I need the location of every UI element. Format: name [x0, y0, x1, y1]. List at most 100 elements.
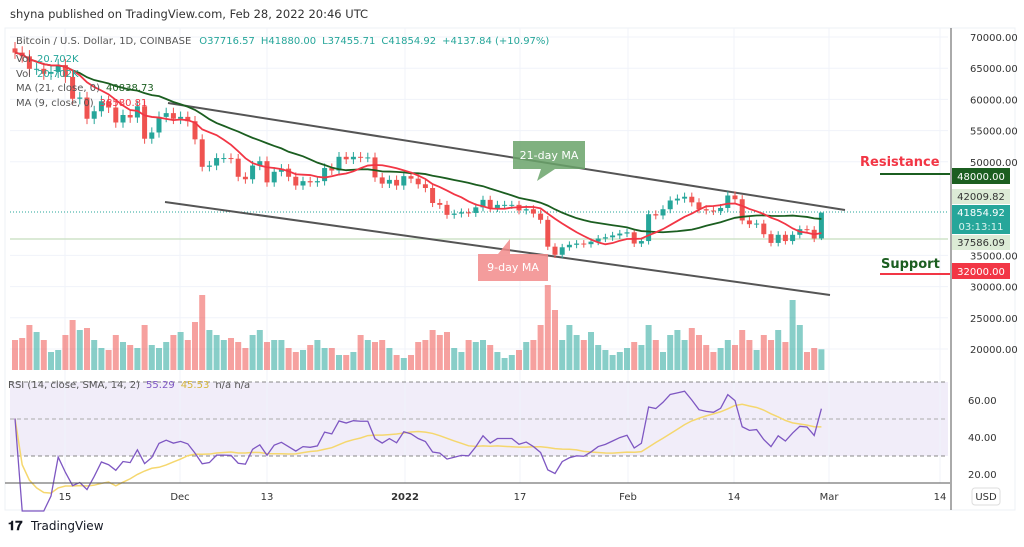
legend-rsi-sma-value: 45.53: [181, 380, 210, 391]
tradingview-logo[interactable]: 𝟏𝟕 TradingView: [8, 519, 104, 534]
candle-body: [394, 179, 400, 186]
candle-body: [523, 209, 529, 211]
volume-bar: [33, 332, 40, 370]
legend-vol2-label: Vol: [16, 69, 31, 80]
volume-bar: [804, 352, 810, 370]
price-axis[interactable]: 20000.00 25000.00 30000.00 35000.00 50000.00…: [952, 33, 1018, 506]
legend-rsi-na: n/a n/a: [215, 380, 250, 391]
ma9-callout[interactable]: 9-day MA: [478, 239, 548, 281]
volume-bar: [314, 340, 321, 370]
candle-body: [365, 157, 371, 159]
candle-body: [358, 156, 364, 158]
time-tick: 14: [728, 492, 741, 503]
candle-body: [602, 237, 608, 239]
volume-bar: [336, 355, 342, 370]
legend-ma21-label: MA (21, close, 0): [16, 83, 100, 94]
candle-body: [732, 195, 738, 200]
candle-body: [775, 234, 781, 243]
currency-button[interactable]: [971, 487, 1001, 506]
volume-bar: [415, 342, 422, 370]
volume-bar: [184, 340, 191, 370]
candle-body: [646, 214, 652, 242]
time-tick: Feb: [619, 492, 637, 503]
volume-bar: [220, 340, 227, 370]
resistance-price-tag: [952, 168, 1010, 184]
candle-body: [336, 156, 342, 171]
candle-body: [408, 176, 414, 179]
candle-body: [487, 199, 493, 208]
volume-bar: [372, 342, 378, 370]
volume-bar: [732, 345, 738, 370]
volume-bar: [559, 340, 566, 370]
time-axis[interactable]: 15 Dec 13 2022 17 Feb 14 Mar 14: [59, 492, 947, 503]
candle-body: [768, 234, 774, 243]
low-marker-tag: [952, 235, 1010, 250]
volume-bar: [638, 345, 645, 370]
volume-bar: [170, 335, 177, 370]
volume-bar: [271, 340, 278, 370]
candle-body: [422, 184, 428, 189]
volume-bar: [48, 352, 54, 370]
channel-lower-line[interactable]: [164, 201, 831, 296]
volume-bar: [652, 340, 659, 370]
rsi-sma-line: [14, 403, 822, 494]
volume-bar: [84, 328, 90, 370]
volume-bar: [674, 330, 681, 370]
last-price: 41854.92: [957, 208, 1005, 219]
volume-bar: [26, 325, 33, 370]
candle-body: [142, 106, 148, 139]
candle-body: [703, 209, 709, 211]
volume-bar: [177, 332, 184, 370]
candle-body: [530, 209, 536, 214]
support-label: Support: [881, 257, 940, 272]
rsi-tick: 40.00: [968, 433, 997, 444]
candle-body: [113, 107, 119, 123]
volume-bar: [134, 348, 141, 370]
volume-bar: [566, 325, 573, 370]
candle-body: [818, 212, 824, 239]
volume-bar: [667, 335, 674, 370]
candle-body: [221, 158, 227, 160]
candle-body: [710, 210, 716, 212]
candle-body: [329, 168, 335, 171]
volume-bar: [91, 340, 98, 370]
volume-bar: [746, 340, 753, 370]
volume-bar: [163, 342, 170, 370]
currency-label: USD: [975, 492, 997, 503]
ma21-callout[interactable]: 21-day MA: [513, 141, 585, 181]
candle-body: [185, 116, 191, 122]
legend-symbol[interactable]: Bitcoin / U.S. Dollar, 1D, COINBASE: [16, 36, 191, 47]
rsi-line: [14, 390, 823, 512]
candle-body: [430, 188, 436, 203]
candle-body: [286, 168, 292, 177]
legend-vol-label: Vol: [16, 54, 31, 65]
legend-change: +4137.84 (+10.97%): [442, 36, 549, 47]
volume-bar: [789, 300, 796, 370]
volume-bar: [242, 348, 249, 370]
candle-body: [250, 165, 256, 180]
legend-row-vol2: Vol 20.702K: [16, 69, 79, 80]
price-tick: 25000.00: [970, 314, 1018, 325]
candle-body: [300, 181, 306, 186]
volume-bar: [552, 310, 558, 370]
volume-bar: [616, 352, 623, 370]
price-tick: 60000.00: [970, 95, 1018, 106]
volume-bar: [300, 350, 306, 370]
channel-upper-line[interactable]: [167, 102, 846, 211]
candle-body: [538, 213, 544, 220]
time-tick: 17: [514, 492, 527, 503]
volume-bar: [12, 340, 18, 370]
legend-vol2-value: 20.702K: [37, 69, 79, 80]
volume-bar: [703, 345, 710, 370]
volume-bar: [429, 330, 436, 370]
volume-bar: [148, 345, 155, 370]
price-tick: 70000.00: [970, 33, 1018, 44]
candle-body: [206, 165, 212, 167]
volume-bar: [595, 345, 602, 370]
volume-bar: [688, 328, 695, 370]
candle-body: [170, 113, 176, 119]
price-tick: 30000.00: [970, 283, 1018, 294]
volume-bar: [458, 352, 465, 370]
volume-bar: [811, 348, 818, 370]
volume-bar: [98, 348, 105, 370]
